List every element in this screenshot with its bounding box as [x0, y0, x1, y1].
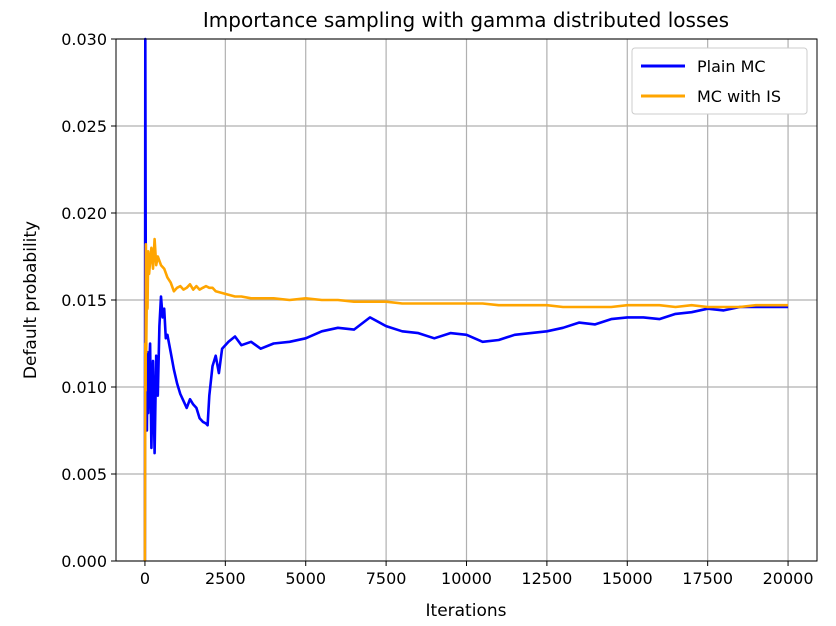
y-tick-label: 0.015: [61, 291, 107, 310]
series-line-mc-with-is: [143, 237, 789, 562]
x-tick-label: 20000: [763, 569, 814, 588]
x-axis-label: Iterations: [426, 601, 507, 621]
x-tick-label: 7500: [366, 569, 407, 588]
x-tick-label: 5000: [285, 569, 326, 588]
legend-label-plain-mc: Plain MC: [697, 57, 766, 76]
plot-frame: [115, 38, 818, 562]
x-tick-label: 10000: [441, 569, 492, 588]
y-tick-label: 0.000: [61, 552, 107, 571]
y-tick-label: 0.010: [61, 378, 107, 397]
y-tick-label: 0.005: [61, 465, 107, 484]
x-tick-label: 12500: [521, 569, 572, 588]
x-tick-label: 0: [140, 569, 150, 588]
y-axis-ticks: 0.000 0.005 0.010 0.015 0.020 0.025 0.030: [61, 30, 116, 571]
y-tick-label: 0.025: [61, 117, 107, 136]
y-axis-label: Default probability: [21, 221, 41, 379]
x-tick-label: 2500: [205, 569, 246, 588]
y-tick-label: 0.020: [61, 204, 107, 223]
x-tick-label: 15000: [602, 569, 653, 588]
x-axis-ticks: 0 2500 5000 7500 10000 12500 15000 17500 20000: [140, 561, 814, 588]
legend: Plain MC MC with IS: [631, 47, 808, 115]
grid-lines: [116, 38, 817, 562]
chart-title: Importance sampling with gamma distribut…: [203, 8, 729, 32]
series-line-plain-mc: [143, 37, 789, 562]
series-lines: [143, 37, 789, 562]
y-tick-label: 0.030: [61, 30, 107, 49]
x-tick-label: 17500: [682, 569, 733, 588]
legend-label-mc-with-is: MC with IS: [697, 87, 781, 106]
